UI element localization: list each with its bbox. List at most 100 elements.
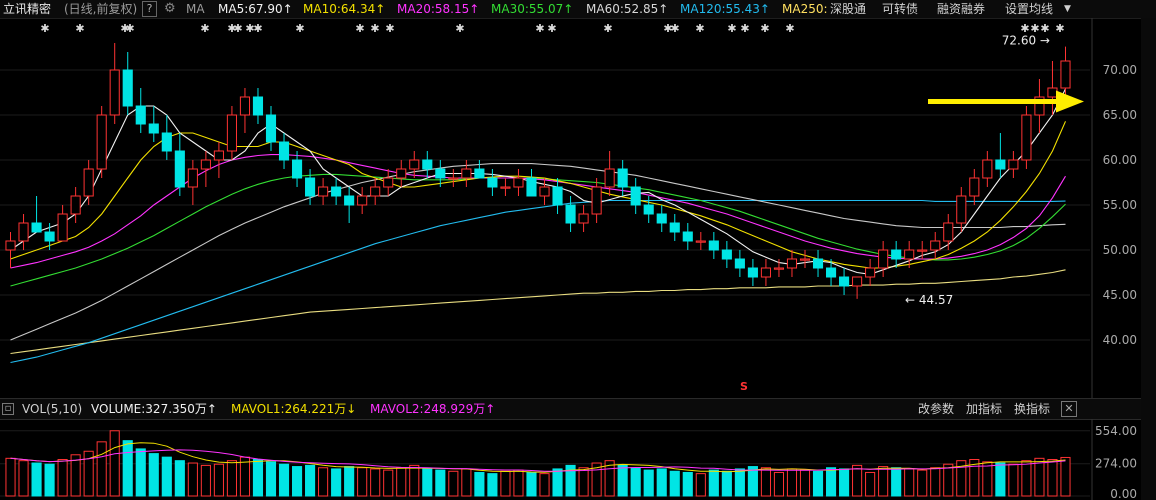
volume-bar — [760, 467, 771, 497]
candle-body — [200, 159, 211, 170]
ma5-value: MA5:67.90↑ — [218, 2, 293, 16]
y-tick-label: 45.00 — [1103, 288, 1137, 302]
volume-bar — [291, 466, 303, 497]
candle-body — [708, 240, 719, 251]
volume-bar — [604, 460, 615, 497]
vol-indicator-name[interactable]: VOL(5,10) — [22, 402, 83, 416]
volume-bar — [591, 462, 602, 497]
event-marker: ✱ — [120, 22, 129, 35]
stock-name[interactable]: 立讯精密 — [3, 2, 52, 16]
candle-body — [1034, 96, 1045, 116]
add-indicator-button[interactable]: 加指标 — [966, 402, 1003, 416]
period-mode[interactable]: (日线,前复权) — [64, 2, 138, 16]
event-marker: ✱ — [547, 22, 556, 35]
candle-body — [31, 222, 42, 233]
volume-bar — [461, 468, 472, 497]
volume-bar — [721, 470, 732, 497]
event-marker: ✱ — [785, 22, 794, 35]
menu-dropdown-icon[interactable]: ▼ — [1064, 4, 1071, 14]
y-tick-label: 40.00 — [1103, 333, 1137, 347]
candle-body — [526, 177, 537, 197]
volume-bar — [226, 460, 237, 497]
volume-bar — [891, 467, 902, 497]
volume-bar — [57, 459, 68, 497]
volume-bar — [669, 470, 680, 497]
menu-margin-trading[interactable]: 融资融券 — [937, 2, 986, 16]
event-marker: ✱ — [355, 22, 364, 35]
candle-body — [278, 141, 290, 161]
candle-body — [630, 186, 641, 206]
volume-bar — [799, 469, 811, 497]
scrollbar-strip[interactable] — [1141, 18, 1156, 500]
candle-body — [786, 258, 798, 269]
event-marker: ✱ — [695, 22, 704, 35]
edit-params-button[interactable]: 改参数 — [918, 402, 955, 416]
ma60-value: MA60:52.85↑ — [586, 2, 669, 16]
volume-chart[interactable]: 554.00 274.00 0.00 — [0, 419, 1141, 500]
menu-convertible-bond[interactable]: 可转债 — [882, 2, 919, 16]
candle-body — [318, 186, 329, 197]
volume-bar — [917, 469, 928, 497]
volume-bar — [487, 473, 498, 497]
event-marker: ✱ — [200, 22, 209, 35]
candle-body — [513, 177, 524, 188]
ma120-value: MA120:55.43↑ — [680, 2, 770, 16]
candle-body — [109, 69, 120, 116]
vol-tick-label: 0.00 — [1110, 487, 1137, 500]
candle-body — [643, 204, 654, 215]
candle-body — [409, 159, 420, 170]
candle-body — [552, 186, 563, 206]
help-button[interactable]: ? — [142, 1, 157, 17]
volume-bar — [539, 473, 550, 497]
volume-bar — [630, 467, 641, 497]
event-marker: ✱ — [233, 22, 242, 35]
candle-body — [487, 177, 498, 188]
close-icon[interactable]: ✕ — [1061, 401, 1077, 417]
candle-body — [891, 249, 902, 260]
mavol1-value: MAVOL1:264.221万↓ — [231, 402, 357, 416]
y-tick-label: 55.00 — [1103, 198, 1137, 212]
volume-bar — [318, 467, 329, 497]
candle-body — [396, 168, 407, 179]
volume-bar — [1047, 459, 1058, 497]
ma30-line — [10, 173, 1066, 287]
candle-body — [760, 267, 771, 278]
event-marker: ✱ — [760, 22, 769, 35]
volume-bar — [239, 456, 251, 497]
candle-body — [305, 177, 316, 197]
event-marker: ✱ — [125, 22, 134, 35]
candle-body — [747, 267, 758, 278]
volume-bar — [278, 463, 290, 497]
volume-bar — [44, 463, 55, 497]
menu-shenguton[interactable]: 深股通 — [830, 2, 867, 16]
vol-tick-label: 274.00 — [1095, 457, 1137, 471]
gear-icon[interactable]: ⚙ — [164, 1, 176, 16]
menu-ma-settings[interactable]: 设置均线 — [1005, 2, 1054, 16]
candle-body — [565, 204, 576, 224]
ma250-value: MA250: — [782, 2, 828, 16]
candle-body — [943, 222, 954, 242]
event-marker: ✱ — [740, 22, 749, 35]
candle-body — [291, 159, 303, 179]
candle-body — [18, 222, 29, 242]
volume-bar — [982, 461, 993, 497]
candle-body — [422, 159, 433, 170]
candle-body — [148, 123, 159, 134]
candle-body — [135, 105, 146, 125]
y-tick-label: 65.00 — [1103, 108, 1137, 122]
volume-bar — [786, 468, 798, 497]
collapse-icon[interactable]: ▫ — [2, 403, 14, 415]
volume-bar — [969, 459, 980, 497]
volume-bar — [305, 464, 316, 497]
volume-bar — [656, 468, 667, 497]
candle-body — [239, 96, 251, 116]
event-marker: ✱ — [663, 22, 672, 35]
volume-bar — [370, 468, 381, 497]
candle-body — [969, 177, 980, 197]
switch-indicator-button[interactable]: 换指标 — [1014, 402, 1051, 416]
volume-bar — [435, 469, 446, 497]
volume-bar — [1034, 457, 1045, 497]
volume-bar — [708, 469, 719, 497]
event-marker: ✱ — [385, 22, 394, 35]
